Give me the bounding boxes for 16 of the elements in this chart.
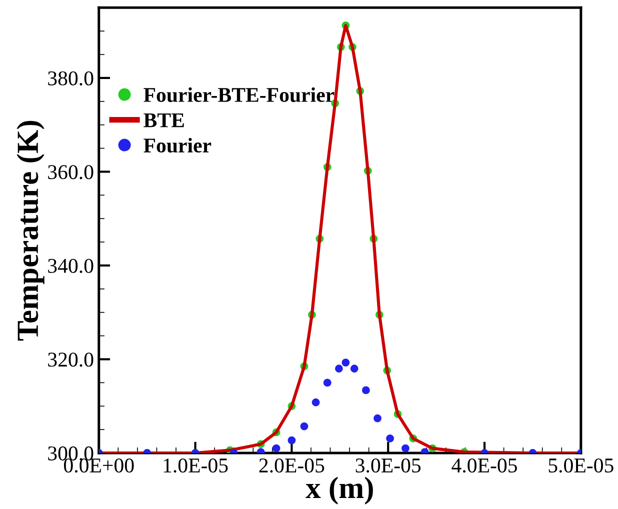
- x-tick-label: 0.0E+00: [64, 458, 134, 473]
- x-tick-label: 2.0E-05: [259, 458, 324, 473]
- x-axis-title: x (m): [306, 476, 373, 504]
- legend-label: BTE: [144, 113, 184, 128]
- legend-label: Fourier: [144, 138, 212, 153]
- x-tick-label: 4.0E-05: [452, 458, 517, 473]
- legend-label: Fourier-BTE-Fourier: [144, 87, 334, 102]
- y-axis-title: Temperature (K): [16, 120, 44, 341]
- y-tick-label: 380.0: [48, 71, 94, 86]
- y-tick-label: 360.0: [48, 165, 94, 180]
- x-tick-label: 3.0E-05: [356, 458, 421, 473]
- y-tick-label: 320.0: [48, 352, 94, 367]
- y-tick-label: 300.0: [48, 446, 94, 461]
- y-tick-label: 340.0: [48, 258, 94, 274]
- x-tick-label: 1.0E-05: [164, 458, 228, 473]
- x-tick-label: 5.0E-05: [548, 458, 614, 473]
